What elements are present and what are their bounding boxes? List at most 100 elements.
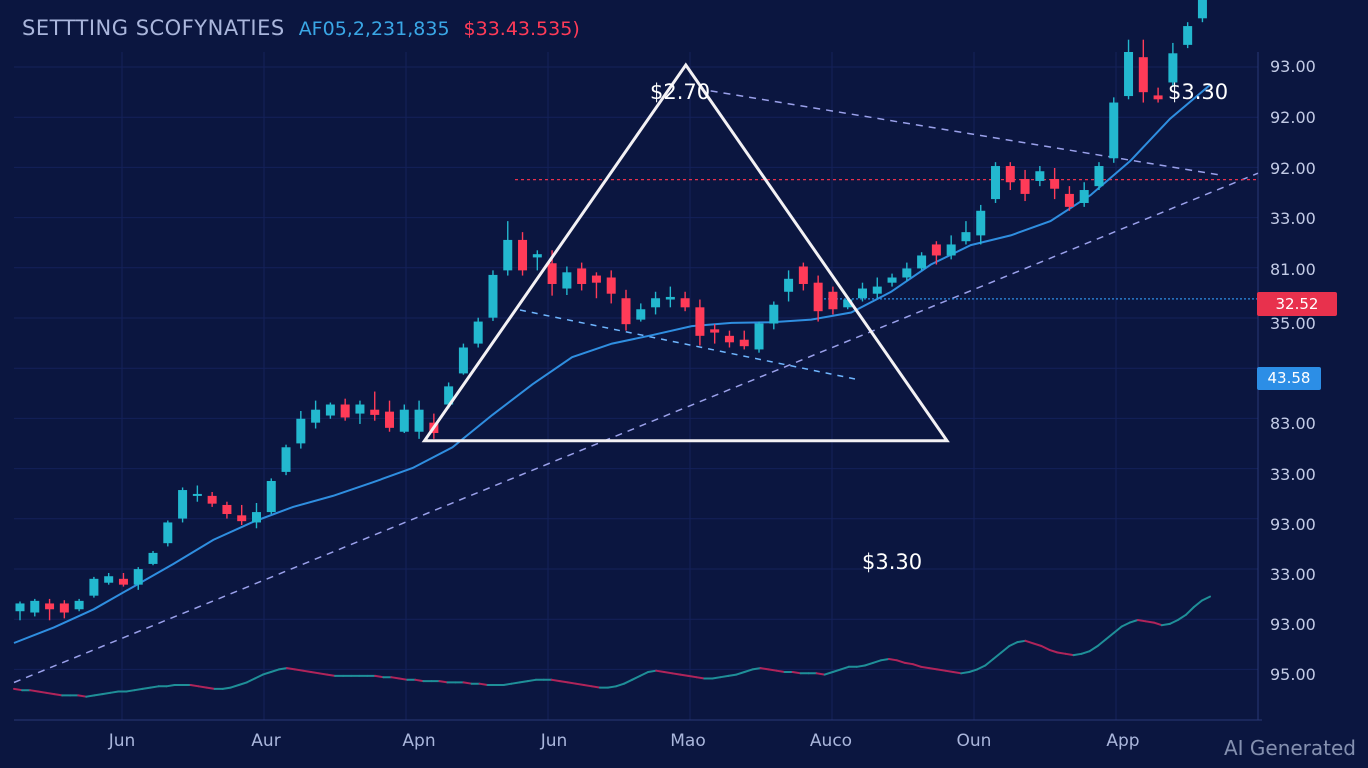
candle-body [1183,26,1193,45]
candle-body [857,288,867,299]
oscillator-segment [639,671,650,677]
oscillator-segment [125,689,136,693]
oscillator-segment [221,686,232,690]
oscillator-segment [478,682,489,686]
candle-body [606,277,616,294]
candle-body [1064,193,1074,207]
candle-body [680,298,690,308]
oscillator-segment [526,678,537,683]
x-tick: Jun [540,731,568,751]
candle-body [222,504,232,515]
oscillator-segment [871,659,882,664]
oscillator-segment [1056,651,1067,655]
candle-body [370,409,380,415]
candle-body [59,603,69,613]
candle-body [503,239,513,271]
y-tick: 83.00 [1270,414,1316,433]
oscillator-segment [205,686,216,690]
candle-body [562,272,572,289]
oscillator-segment [1200,595,1211,602]
oscillator-segment [29,689,40,693]
oscillator-segment [839,665,850,671]
oscillator-segment [631,674,642,681]
oscillator-segment [815,672,826,676]
oscillator-segment [735,671,746,676]
oscillator-segment [895,659,906,664]
y-tick: 93.00 [1270,615,1316,634]
oscillator-segment [663,671,674,675]
oscillator-segment [655,669,666,673]
candle-body [296,418,306,444]
y-tick: 95.00 [1270,665,1316,684]
candle-body [178,490,188,519]
candle-body [931,244,941,256]
x-tick: Aur [251,731,281,751]
candle-body [148,552,158,564]
lower-trendline [13,172,1259,684]
candle-body [15,603,25,612]
oscillator-segment [93,693,104,697]
candle-body [385,411,395,428]
oscillator-segment [13,687,24,692]
oscillator-segment [574,682,585,686]
oscillator-segment [606,685,618,689]
candle-body [710,329,720,333]
candle-body [1138,57,1148,93]
oscillator-segment [269,668,280,673]
candle-body [133,569,143,585]
oscillator-segment [462,681,473,685]
candle-body [281,447,291,472]
candle-body [636,309,646,320]
oscillator-segment [245,677,256,684]
oscillator-segment [1160,622,1171,627]
header-value-2: $33.43.535) [463,18,580,40]
grid [14,52,1262,721]
candle-body [118,578,128,585]
oscillator-segment [197,685,208,689]
oscillator-segment [237,681,248,686]
candle-body [163,522,173,544]
oscillator-segment [293,668,304,672]
oscillator-segment [743,668,754,673]
oscillator-segment [165,684,176,688]
candle-body [74,600,84,610]
oscillator-segment [229,684,240,689]
oscillator-segment [414,678,425,683]
oscillator-segment [903,661,915,666]
oscillator-segment [984,658,995,667]
y-tick: 92.00 [1270,159,1316,178]
inner-trendline [519,309,861,381]
candle-body [754,323,764,350]
oscillator-segment [1064,652,1075,657]
candle-body [399,409,409,432]
oscillator-segment [751,667,762,671]
candle-body [784,278,794,292]
oscillator-segment [45,691,56,696]
oscillator-segment [767,668,778,672]
oscillator-segment [831,668,842,673]
candle-body [577,268,587,284]
candle-body [251,512,261,523]
candle-body [1168,53,1178,83]
red-level-badge: 32.52 [1257,292,1337,316]
watermark: AI Generated [1223,736,1356,760]
x-tick: Auco [809,731,853,751]
oscillator-segment [510,681,521,685]
oscillator-segment [1176,613,1187,621]
oscillator-segment [502,682,513,686]
oscillator-segment [582,684,593,688]
oscillator-segment [968,668,979,673]
oscillator-segment [936,668,947,672]
oscillator-segment [1184,606,1195,616]
candle-body [1094,166,1104,187]
oscillator-segment [1048,648,1059,654]
oscillator-segment [558,680,569,684]
candle-body [1035,171,1045,181]
oscillator-segment [679,673,690,677]
chart-header: SETTTING SCOFYNATIES AF05,2,231,835 $33.… [22,16,580,40]
oscillator-segment [759,667,770,671]
x-tick: App [1106,731,1140,751]
oscillator-segment [518,680,529,684]
oscillator-segment [374,674,385,679]
